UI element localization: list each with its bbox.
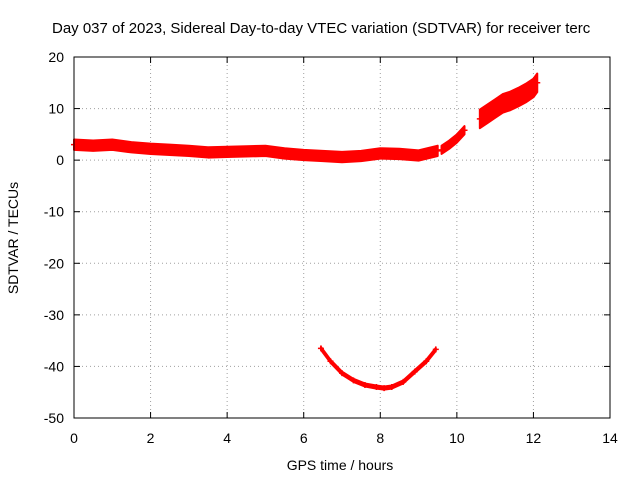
data-series xyxy=(71,72,541,392)
data-point xyxy=(243,148,250,155)
data-point xyxy=(400,378,407,385)
series-rising-segment xyxy=(438,125,468,155)
data-point xyxy=(350,377,357,384)
data-point xyxy=(339,154,345,161)
axis-ticks: 0 2 4 6 8 10 12 14 20 10 0 -10 -20 -30 -40 -50 xyxy=(44,49,618,446)
data-point xyxy=(358,153,365,160)
data-point xyxy=(530,84,537,91)
y-axis-label: SDTVAR / TECUs xyxy=(5,182,21,294)
data-point xyxy=(411,368,418,375)
y-tick-label: -30 xyxy=(44,307,64,323)
y-tick-label: -40 xyxy=(44,358,64,374)
data-point xyxy=(446,141,453,148)
data-point xyxy=(185,147,192,154)
data-point xyxy=(361,381,368,388)
y-tick-label: 20 xyxy=(48,49,64,65)
series-lower-arc xyxy=(317,345,439,392)
y-tick-label: 10 xyxy=(48,101,64,117)
plot-frame xyxy=(73,56,611,419)
y-tick-label: 0 xyxy=(56,152,64,168)
data-point xyxy=(438,146,445,153)
data-point xyxy=(128,144,135,151)
data-point xyxy=(476,115,483,122)
y-tick-label: -50 xyxy=(44,410,64,426)
x-tick-label: 2 xyxy=(147,430,155,446)
data-point xyxy=(109,141,116,148)
data-point xyxy=(90,142,97,149)
data-point xyxy=(534,79,541,86)
data-point xyxy=(262,147,269,154)
series-band xyxy=(73,138,439,164)
data-point xyxy=(224,148,231,155)
data-point xyxy=(484,110,491,117)
y-tick-label: -20 xyxy=(44,255,64,271)
data-point xyxy=(415,152,422,159)
data-point xyxy=(423,358,430,365)
grid-lines xyxy=(74,57,610,418)
x-tick-label: 14 xyxy=(602,430,618,446)
data-point xyxy=(396,150,403,157)
data-point xyxy=(388,384,395,391)
data-point xyxy=(327,358,334,365)
data-point xyxy=(317,345,324,352)
series-main-band xyxy=(71,138,441,164)
data-point xyxy=(515,94,522,101)
chart-title: Day 037 of 2023, Sidereal Day-to-day VTE… xyxy=(52,20,591,37)
data-point xyxy=(300,151,307,158)
data-point xyxy=(281,150,288,157)
data-point xyxy=(373,384,380,391)
data-point xyxy=(507,97,514,104)
data-point xyxy=(432,346,439,353)
series-high-segment xyxy=(476,72,541,130)
data-point xyxy=(499,100,506,107)
data-point xyxy=(377,150,384,157)
data-point xyxy=(434,147,441,154)
data-point xyxy=(461,127,468,134)
data-point xyxy=(492,105,499,112)
x-tick-label: 10 xyxy=(449,430,465,446)
x-tick-label: 12 xyxy=(526,430,542,446)
x-tick-label: 4 xyxy=(223,430,231,446)
data-point xyxy=(381,385,388,392)
x-axis-label: GPS time / hours xyxy=(287,457,394,473)
data-point xyxy=(522,90,529,97)
data-point xyxy=(319,153,326,160)
x-tick-label: 8 xyxy=(376,430,384,446)
series-band xyxy=(440,125,466,155)
data-point xyxy=(205,149,211,156)
y-tick-label: -10 xyxy=(44,204,64,220)
data-point xyxy=(147,145,154,152)
x-tick-label: 0 xyxy=(70,430,78,446)
data-point xyxy=(453,135,460,142)
data-point xyxy=(166,146,173,153)
x-tick-label: 6 xyxy=(300,430,308,446)
series-band xyxy=(319,345,437,391)
data-point xyxy=(339,370,345,377)
